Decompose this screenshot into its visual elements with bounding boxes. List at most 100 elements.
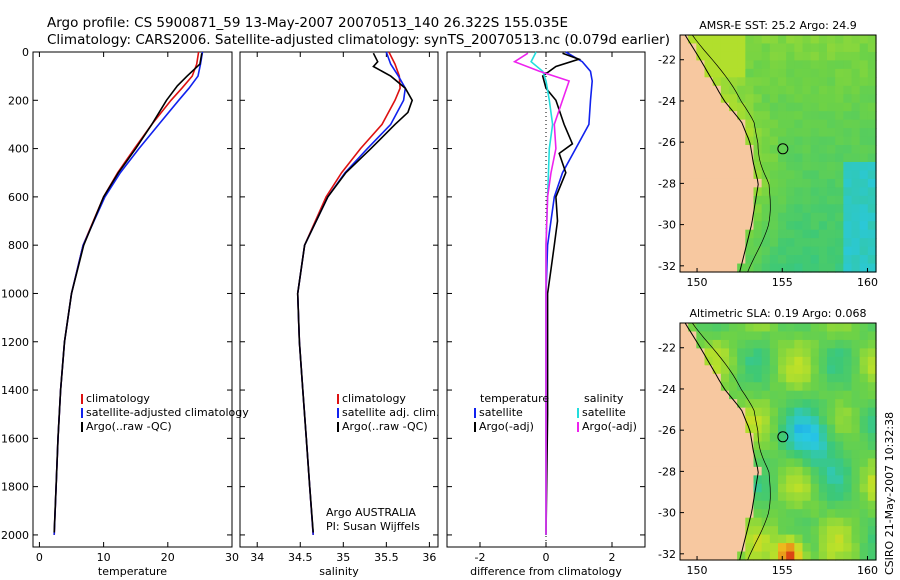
land-cell	[712, 170, 722, 180]
ocean-cell	[769, 263, 779, 273]
land-cell	[729, 212, 738, 222]
land-cell	[729, 492, 738, 502]
ocean-cell	[802, 373, 812, 383]
ocean-cell	[810, 35, 820, 45]
ocean-cell	[769, 526, 779, 536]
ocean-cell	[753, 102, 763, 112]
ocean-cell	[769, 60, 779, 70]
land-cell	[720, 390, 730, 400]
land-cell	[696, 128, 706, 138]
ocean-cell	[761, 238, 771, 248]
ocean-cell	[810, 204, 820, 214]
ocean-cell	[794, 170, 804, 180]
ocean-cell	[818, 136, 828, 146]
land-cell	[745, 153, 755, 163]
ocean-cell	[745, 85, 755, 95]
ocean-cell	[818, 339, 828, 349]
ocean-cell	[778, 534, 787, 544]
ocean-cell	[818, 365, 828, 375]
land-cell	[704, 509, 714, 519]
land-cell	[696, 68, 706, 78]
land-cell	[688, 407, 697, 417]
land-cell	[720, 534, 730, 544]
land-cell	[704, 543, 714, 553]
ocean-cell	[867, 500, 877, 510]
ocean-cell	[867, 348, 877, 358]
x-tick-label: 35.5	[374, 551, 399, 564]
ocean-cell	[802, 339, 812, 349]
ocean-cell	[818, 449, 828, 460]
ocean-cell	[778, 255, 787, 265]
land-cell	[696, 551, 706, 561]
ocean-cell	[851, 449, 861, 460]
land-cell	[680, 500, 689, 510]
ocean-cell	[761, 382, 771, 392]
ocean-cell	[843, 399, 853, 409]
land-cell	[712, 161, 722, 172]
ocean-cell	[859, 509, 869, 519]
ocean-cell	[859, 102, 869, 112]
land-cell	[696, 449, 706, 460]
ocean-cell	[851, 399, 861, 409]
ocean-cell	[769, 399, 779, 409]
land-cell	[712, 458, 722, 468]
ocean-cell	[810, 458, 820, 468]
ocean-cell	[745, 119, 755, 129]
land-cell	[712, 475, 722, 485]
ocean-cell	[843, 60, 853, 70]
land-cell	[696, 390, 706, 400]
land-cell	[704, 212, 714, 222]
land-cell	[729, 407, 738, 417]
ocean-cell	[859, 517, 869, 527]
ocean-cell	[810, 424, 820, 434]
coastline	[684, 322, 759, 561]
ocean-cell	[761, 161, 771, 172]
ocean-cell	[810, 153, 820, 163]
land-cell	[680, 441, 689, 451]
land-cell	[737, 246, 746, 256]
ocean-cell	[810, 94, 820, 104]
ocean-cell	[802, 466, 812, 476]
ocean-cell	[794, 500, 804, 510]
ocean-cell	[810, 128, 820, 138]
ocean-cell	[843, 543, 853, 553]
ocean-cell	[810, 195, 820, 205]
ocean-cell	[851, 68, 861, 78]
ocean-cell	[843, 492, 853, 502]
ocean-cell	[843, 136, 853, 146]
ocean-cell	[859, 111, 869, 121]
ocean-cell	[827, 246, 836, 256]
ocean-cell	[802, 111, 812, 121]
ocean-cell	[794, 399, 804, 409]
profile-title: Argo profile: CS 5900871_59 13-May-2007 …	[47, 15, 568, 31]
ocean-cell	[794, 221, 804, 231]
land-cell	[720, 509, 730, 519]
ocean-cell	[794, 263, 804, 273]
land-cell	[712, 492, 722, 502]
land-cell	[688, 416, 697, 426]
land-cell	[737, 170, 746, 180]
ocean-cell	[810, 500, 820, 510]
ocean-cell	[778, 102, 787, 112]
land-cell	[720, 543, 730, 553]
ocean-cell	[827, 390, 836, 400]
land-cell	[680, 102, 689, 112]
ocean-cell	[761, 407, 771, 417]
ocean-cell	[802, 145, 812, 155]
ocean-cell	[867, 466, 877, 476]
ocean-cell	[778, 85, 787, 95]
ocean-cell	[786, 331, 795, 341]
ocean-cell	[802, 416, 812, 426]
land-cell	[729, 229, 738, 239]
ocean-cell	[753, 35, 763, 45]
land-cell	[696, 221, 706, 231]
land-cell	[745, 492, 755, 502]
ocean-cell	[851, 119, 861, 129]
ocean-cell	[753, 43, 763, 53]
ocean-cell	[843, 195, 853, 205]
ocean-cell	[745, 356, 755, 366]
ocean-cell	[810, 102, 820, 112]
ocean-cell	[794, 246, 804, 256]
land-cell	[696, 416, 706, 426]
ocean-cell	[827, 424, 836, 434]
